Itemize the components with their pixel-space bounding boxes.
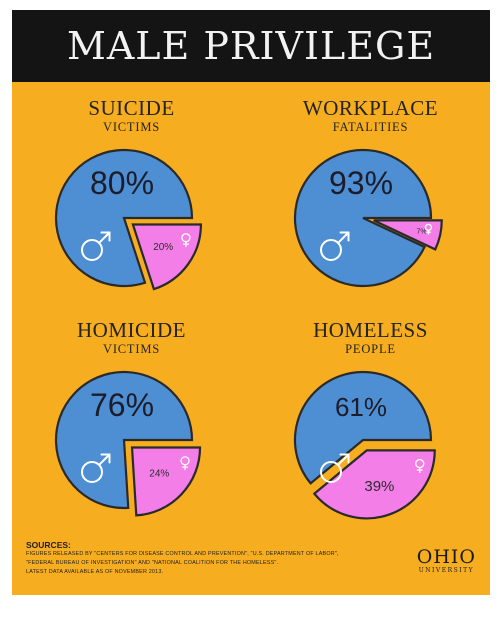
sources-block: SOURCES: FIGURES RELEASED BY "CENTERS FO… [26, 540, 406, 577]
chart-subtitle: PEOPLE [345, 342, 396, 356]
pie-label-female: 39% [364, 478, 394, 495]
logo-subtitle: UNIVERSITY [418, 567, 475, 574]
pie-label-male: 76% [90, 387, 154, 423]
sources-line: FIGURES RELEASED BY "CENTERS FOR DISEASE… [26, 551, 339, 557]
pie-slice-female [312, 449, 436, 520]
chart-title: HOMICIDE [77, 318, 186, 342]
pie-chart-homicide: 76% 24% [54, 370, 202, 517]
pie-label-female: 24% [149, 469, 169, 480]
sources-heading: SOURCES: [26, 540, 71, 550]
pie-chart-workplace: 93% 7% [293, 148, 443, 288]
pie-label-male: 93% [329, 165, 393, 201]
pie-label-female: 7% [416, 229, 426, 236]
female-symbol-icon [415, 458, 425, 474]
chart-panel-workplace: WORKPLACE FATALITIES 93% 7% [251, 88, 490, 308]
title-bar: MALE PRIVILEGE [12, 10, 490, 82]
ohio-university-logo: OHIO UNIVERSITY [417, 547, 476, 574]
male-symbol-icon [81, 453, 111, 483]
chart-title: SUICIDE [88, 96, 175, 120]
chart-subtitle: FATALITIES [332, 120, 409, 134]
chart-subtitle: VICTIMS [103, 342, 160, 356]
pie-slice-female [373, 219, 443, 251]
chart-title: HOMELESS [313, 318, 428, 342]
male-symbol-icon [320, 231, 350, 261]
poster-title: MALE PRIVILEGE [66, 24, 436, 68]
logo-name: OHIO [416, 546, 476, 568]
sources-line: "FEDERAL BUREAU OF INVESTIGATION" AND "N… [26, 560, 279, 566]
female-symbol-icon [180, 456, 190, 471]
female-symbol-icon [181, 233, 191, 248]
chart-panel-homeless: HOMELESS PEOPLE 61% 39% [251, 310, 490, 530]
male-symbol-icon [320, 453, 350, 483]
pie-slice-male [293, 370, 433, 485]
pie-slice-female [130, 446, 202, 517]
pie-chart-homeless: 61% 39% [293, 370, 436, 520]
pie-label-female: 20% [153, 242, 173, 253]
pie-label-male: 80% [90, 165, 154, 201]
chart-panel-suicide: SUICIDE VICTIMS 80% 20% [12, 88, 251, 308]
pie-slice-male [54, 370, 194, 510]
male-symbol-icon [81, 231, 111, 261]
infographic-poster: MALE PRIVILEGE SUICIDE VICTIMS 80% 20% WO… [12, 10, 490, 595]
pie-slice-male [54, 148, 194, 288]
chart-subtitle: VICTIMS [103, 120, 160, 134]
sources-line: LATEST DATA AVAILABLE AS OF NOVEMBER 201… [26, 569, 164, 575]
pie-chart-suicide: 80% 20% [54, 148, 203, 291]
chart-panel-homicide: HOMICIDE VICTIMS 76% 24% [12, 310, 251, 530]
pie-slice-male [293, 148, 433, 288]
pie-label-male: 61% [335, 392, 387, 422]
female-symbol-icon [424, 223, 433, 235]
chart-title: WORKPLACE [302, 96, 439, 120]
